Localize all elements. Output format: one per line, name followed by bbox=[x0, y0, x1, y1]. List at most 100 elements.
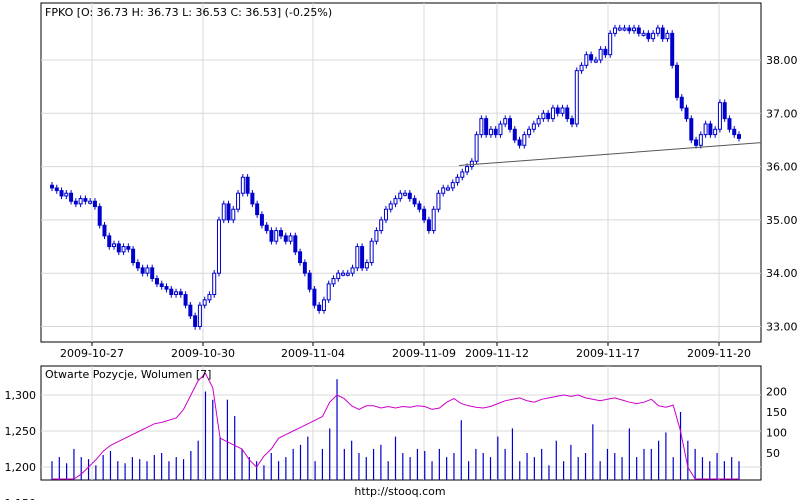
candle-body bbox=[598, 48, 603, 61]
candle-body bbox=[722, 102, 727, 120]
candle-body bbox=[508, 118, 512, 130]
candle-body bbox=[331, 278, 336, 285]
candle-body bbox=[469, 160, 474, 168]
candle-body bbox=[431, 208, 436, 232]
price-tick-label: 34.00 bbox=[766, 267, 798, 280]
candle-body bbox=[674, 64, 679, 98]
candle-body bbox=[698, 134, 703, 146]
candle-body bbox=[321, 299, 326, 312]
candle-body bbox=[732, 128, 737, 136]
candle-body bbox=[379, 219, 384, 232]
candle-body bbox=[135, 262, 140, 269]
candle-body bbox=[317, 304, 322, 312]
candle-body bbox=[240, 176, 245, 194]
candle-body bbox=[64, 192, 69, 197]
candle-body bbox=[593, 59, 598, 63]
candle-body bbox=[484, 118, 489, 136]
candle-body bbox=[383, 208, 388, 221]
oi-tick-label: 1,150 bbox=[5, 497, 37, 500]
candle-body bbox=[522, 134, 527, 146]
candle-body bbox=[636, 27, 641, 34]
candle-body bbox=[131, 248, 136, 264]
oi-tick-label: 1,200 bbox=[5, 461, 37, 474]
date-tick-label: 2009-11-17 bbox=[576, 347, 640, 360]
candle-body bbox=[107, 235, 112, 248]
candle-body bbox=[59, 190, 64, 197]
candle-body bbox=[364, 262, 369, 269]
trendline bbox=[458, 142, 762, 167]
source-footer: http://stooq.com bbox=[354, 485, 445, 498]
candle-body bbox=[531, 123, 536, 130]
candle-body bbox=[264, 224, 269, 232]
price-axis: 38.00 37.00 36.00 35.00 34.00 33.00 bbox=[766, 54, 798, 334]
candle-body bbox=[713, 128, 718, 136]
candle-body bbox=[145, 267, 150, 274]
candle-body bbox=[88, 200, 93, 204]
price-tick-label: 35.00 bbox=[766, 214, 798, 227]
volume-tick-label: 50 bbox=[766, 447, 780, 460]
candle-body bbox=[78, 198, 83, 205]
candle-body bbox=[655, 27, 660, 34]
candle-body bbox=[617, 27, 622, 31]
candle-body bbox=[326, 283, 331, 301]
candle-body bbox=[212, 272, 217, 296]
candle-body bbox=[441, 187, 446, 194]
lower-panel-title: Otwarte Pozycje, Wolumen [7] bbox=[45, 368, 211, 381]
candle-body bbox=[407, 192, 412, 200]
date-axis: 2009-10-27 2009-10-30 2009-11-04 2009-11-09… bbox=[60, 342, 751, 360]
candle-body bbox=[689, 118, 694, 141]
candle-body bbox=[474, 134, 479, 162]
open-interest-line bbox=[52, 372, 739, 480]
candle-body bbox=[350, 267, 355, 274]
candle-body bbox=[536, 118, 541, 125]
candle-body bbox=[169, 288, 174, 296]
candle-body bbox=[216, 219, 221, 274]
candle-body bbox=[603, 48, 608, 56]
candle-body bbox=[269, 230, 274, 242]
candle-body bbox=[54, 187, 59, 192]
candle-body bbox=[221, 203, 226, 221]
date-tick-label: 2009-11-09 bbox=[392, 347, 456, 360]
candle-body bbox=[488, 128, 493, 136]
candle-body bbox=[193, 315, 198, 327]
candle-body bbox=[660, 27, 665, 40]
candle-body bbox=[479, 118, 484, 136]
candle-body bbox=[584, 54, 589, 66]
candle-body bbox=[422, 208, 427, 221]
candle-body bbox=[393, 198, 398, 205]
candle-body bbox=[684, 107, 689, 120]
candle-body bbox=[465, 166, 470, 173]
candle-body bbox=[183, 294, 188, 306]
candle-body bbox=[102, 224, 107, 237]
candle-body bbox=[560, 107, 565, 114]
candle-body bbox=[73, 200, 78, 205]
candle-body bbox=[717, 102, 722, 130]
candle-body bbox=[69, 192, 74, 202]
candle-body bbox=[97, 206, 102, 226]
candle-body bbox=[694, 139, 699, 146]
candle-body bbox=[298, 251, 303, 264]
candle-body bbox=[450, 182, 455, 189]
candle-body bbox=[455, 176, 460, 184]
oi-tick-label: 1,250 bbox=[5, 425, 37, 438]
candle-body bbox=[312, 288, 317, 306]
candle-body bbox=[126, 246, 131, 250]
candle-body bbox=[121, 246, 126, 253]
candle-body bbox=[150, 267, 155, 280]
oi-volume-panel bbox=[40, 365, 762, 481]
candle-body bbox=[493, 128, 498, 136]
volume-tick-label: 150 bbox=[766, 406, 787, 419]
candle-body bbox=[207, 294, 212, 301]
date-tick-label: 2009-11-20 bbox=[687, 347, 751, 360]
date-tick-label: 2009-11-04 bbox=[281, 347, 345, 360]
candle-body bbox=[517, 139, 522, 146]
candle-body bbox=[226, 203, 231, 221]
oi-tick-label: 1,300 bbox=[5, 389, 37, 402]
candle-body bbox=[703, 123, 708, 136]
candle-body bbox=[274, 230, 279, 242]
candle-body bbox=[646, 32, 651, 40]
candle-body bbox=[92, 200, 97, 208]
candle-body bbox=[570, 118, 575, 125]
candle-body bbox=[555, 107, 560, 114]
candle-body bbox=[360, 246, 365, 269]
